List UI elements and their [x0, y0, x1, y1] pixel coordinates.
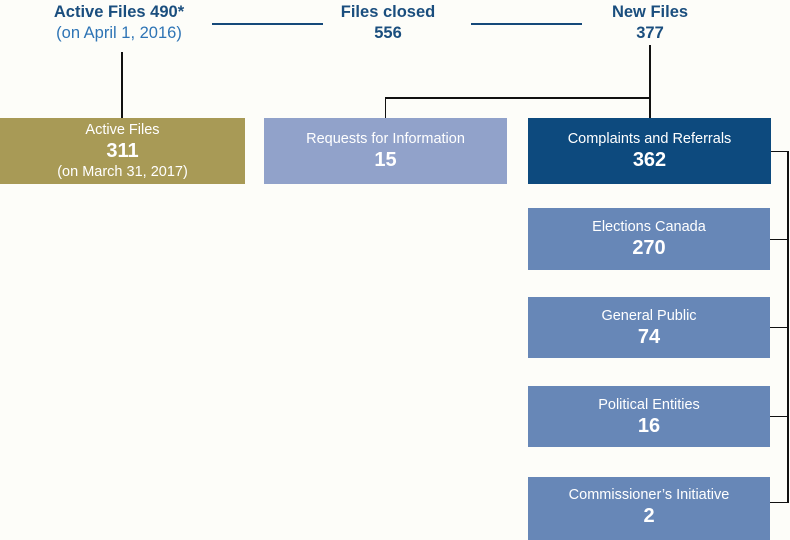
active-files-current-box: Active Files 311 (on March 31, 2017) — [0, 118, 245, 184]
active-files-current-value: 311 — [106, 140, 139, 162]
requests-for-information-value: 15 — [374, 149, 397, 171]
files-closed-title: Files closed — [340, 3, 436, 21]
files-closed-heading: Files closed 556 — [313, 2, 463, 44]
complaints-and-referrals-value: 362 — [632, 149, 667, 171]
complaints-and-referrals-label: Complaints and Referrals — [567, 131, 732, 147]
heading-separator-line-right — [471, 23, 582, 25]
active-files-current-note: (on March 31, 2017) — [57, 164, 188, 180]
connector-stub-political-entities — [770, 416, 788, 418]
connector-active-files-vertical — [121, 52, 123, 118]
source-label: Elections Canada — [592, 219, 706, 235]
requests-for-information-box: Requests for Information 15 — [264, 118, 507, 184]
source-box-general-public: General Public 74 — [528, 297, 770, 358]
source-box-political-entities: Political Entities 16 — [528, 386, 770, 447]
files-closed-value: 556 — [374, 24, 402, 42]
connector-stub-complaints — [771, 150, 788, 152]
source-value: 270 — [632, 237, 666, 259]
source-box-elections-canada: Elections Canada 270 — [528, 208, 770, 270]
new-files-value: 377 — [636, 24, 664, 42]
connector-new-files-vertical — [649, 45, 651, 118]
source-value: 74 — [637, 325, 661, 348]
connector-stub-commissioners-initiative — [770, 502, 788, 504]
requests-for-information-label: Requests for Information — [306, 131, 465, 147]
new-files-heading: New Files 377 — [575, 2, 725, 44]
new-files-title: New Files — [611, 3, 689, 21]
source-label: Political Entities — [598, 396, 700, 413]
complaints-and-referrals-box: Complaints and Referrals 362 — [528, 118, 771, 184]
connector-requests-vertical — [385, 97, 387, 119]
connector-stub-general-public — [770, 327, 788, 329]
source-value: 2 — [643, 504, 655, 527]
active-files-start-title: Active Files 490* — [53, 3, 185, 21]
source-label: Commissioner’s Initiative — [568, 486, 730, 503]
source-box-commissioners-initiative: Commissioner’s Initiative 2 — [528, 477, 770, 540]
connector-new-files-branch-horizontal — [385, 97, 651, 99]
source-value: 16 — [637, 414, 661, 437]
heading-separator-line-left — [212, 23, 323, 25]
active-files-start-subtitle: (on April 1, 2016) — [56, 24, 182, 42]
active-files-current-label: Active Files — [85, 122, 160, 138]
connector-stub-elections-canada — [770, 238, 788, 240]
active-files-start-heading: Active Files 490* (on April 1, 2016) — [4, 2, 234, 44]
source-label: General Public — [601, 307, 697, 324]
